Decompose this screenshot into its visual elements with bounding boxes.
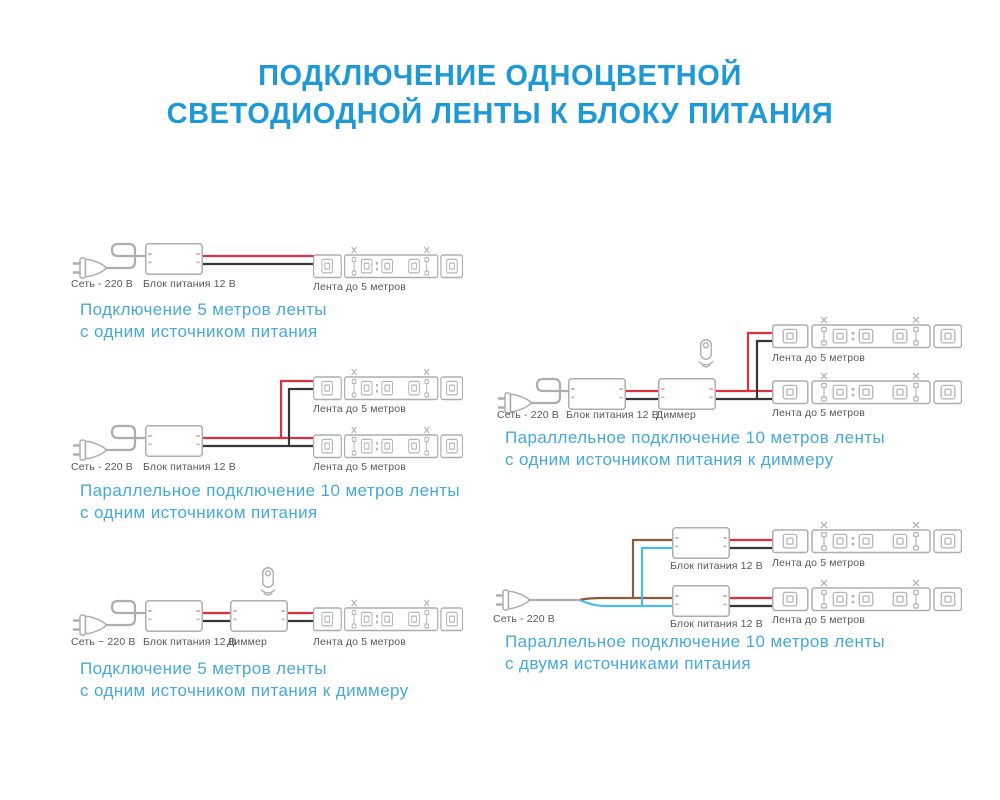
power-plug-icon: [496, 588, 530, 612]
power-supply-box: [672, 527, 730, 559]
label-mains: Сеть - 220 В: [71, 461, 133, 473]
diagram-single-5m-one-psu: [73, 242, 463, 280]
label-psu: Блок питания 12 В: [566, 409, 659, 421]
positive-wire-red: [624, 331, 774, 393]
label-mains: Сеть - 220 В: [71, 278, 133, 290]
caption-line: Параллельное подключение 10 метров ленты: [505, 428, 886, 447]
power-supply-box: [568, 378, 626, 410]
diagram-parallel-10m-two-psu: [496, 521, 962, 617]
label-mains: Сеть - 220 В: [497, 409, 559, 421]
neutral-wire-blue: [579, 546, 674, 608]
label-strip: Лента до 5 метров: [772, 352, 865, 364]
diagram-parallel-10m-one-psu-dimmer: [498, 316, 962, 415]
caption-line: Параллельное подключение 10 метров ленты: [505, 632, 886, 651]
label-mains: Сеть ~ 220 В: [71, 636, 136, 648]
led-strip-graphic: [313, 368, 463, 401]
label-psu: Блок питания 12 В: [670, 560, 763, 572]
dimmer-box: [230, 600, 288, 632]
power-supply-box: [672, 585, 730, 617]
remote-control-icon: [698, 339, 714, 368]
power-supply-box: [145, 243, 203, 275]
label-dimmer: Диммер: [656, 409, 696, 421]
label-psu: Блок питания 12 В: [670, 618, 763, 630]
caption-line: Подключение 5 метров ленты: [80, 659, 327, 678]
caption-line: с двумя источниками питания: [505, 654, 751, 673]
led-strip-graphic: [772, 316, 962, 349]
caption-line: с одним источником питания: [80, 503, 318, 522]
diagram-parallel-10m-one-psu: [73, 368, 463, 462]
led-strip-graphic: [313, 426, 463, 459]
caption-diagram-1: Подключение 5 метров ленты с одним источ…: [80, 299, 327, 343]
negative-wire-black: [624, 339, 774, 401]
label-strip: Лента до 5 метров: [313, 281, 406, 293]
positive-wire-red: [728, 538, 774, 600]
dimmer-box: [658, 378, 716, 410]
label-psu: Блок питания 12 В: [143, 278, 236, 290]
label-strip: Лента до 5 метров: [313, 403, 406, 415]
label-psu: Блок питания 12 В: [143, 461, 236, 473]
label-strip: Лента до 5 метров: [313, 636, 406, 648]
led-strip-graphic: [772, 372, 962, 405]
power-plug-icon: [73, 613, 107, 637]
mains-cable-wire: [529, 377, 570, 405]
caption-diagram-4: Параллельное подключение 10 метров ленты…: [505, 427, 885, 471]
diagram-single-5m-one-psu-dimmer: [73, 567, 463, 637]
led-strip-graphic: [772, 521, 962, 554]
label-strip: Лента до 5 метров: [772, 614, 865, 626]
caption-line: с одним источником питания к диммеру: [505, 450, 834, 469]
caption-diagram-5: Параллельное подключение 10 метров ленты…: [505, 631, 885, 675]
caption-line: Подключение 5 метров ленты: [80, 300, 327, 319]
label-strip: Лента до 5 метров: [313, 461, 406, 473]
label-strip: Лента до 5 метров: [772, 557, 865, 569]
page-title-line2: СВЕТОДИОДНОЙ ЛЕНТЫ К БЛОКУ ПИТАНИЯ: [166, 98, 834, 130]
label-mains: Сеть - 220 В: [493, 613, 555, 625]
led-strip-graphic: [772, 579, 962, 612]
mains-cable-wire: [104, 242, 147, 270]
label-dimmer: Диммер: [227, 636, 267, 648]
power-supply-box: [145, 425, 203, 457]
caption-line: с одним источником питания к диммеру: [80, 681, 409, 700]
negative-wire-black: [201, 387, 315, 448]
remote-control-icon: [260, 567, 276, 596]
caption-line: Параллельное подключение 10 метров ленты: [80, 481, 461, 500]
power-supply-box: [145, 600, 203, 632]
led-strip-graphic: [313, 599, 463, 632]
mains-cable-wire: [104, 599, 147, 627]
led-strip-graphic: [313, 246, 463, 279]
label-strip: Лента до 5 метров: [772, 407, 865, 419]
caption-diagram-2: Параллельное подключение 10 метров ленты…: [80, 480, 460, 524]
phase-wire-brown: [579, 538, 674, 601]
page-title-line1: ПОДКЛЮЧЕНИЕ ОДНОЦВЕТНОЙ: [258, 60, 742, 92]
caption-diagram-3: Подключение 5 метров ленты с одним источ…: [80, 658, 409, 702]
label-psu: Блок питания 12 В: [143, 636, 236, 648]
power-plug-icon: [73, 438, 107, 462]
positive-wire-red: [201, 379, 315, 440]
negative-wire-black: [728, 546, 774, 608]
caption-line: с одним источником питания: [80, 322, 318, 341]
mains-cable-wire: [104, 424, 147, 452]
power-plug-icon: [73, 256, 107, 280]
